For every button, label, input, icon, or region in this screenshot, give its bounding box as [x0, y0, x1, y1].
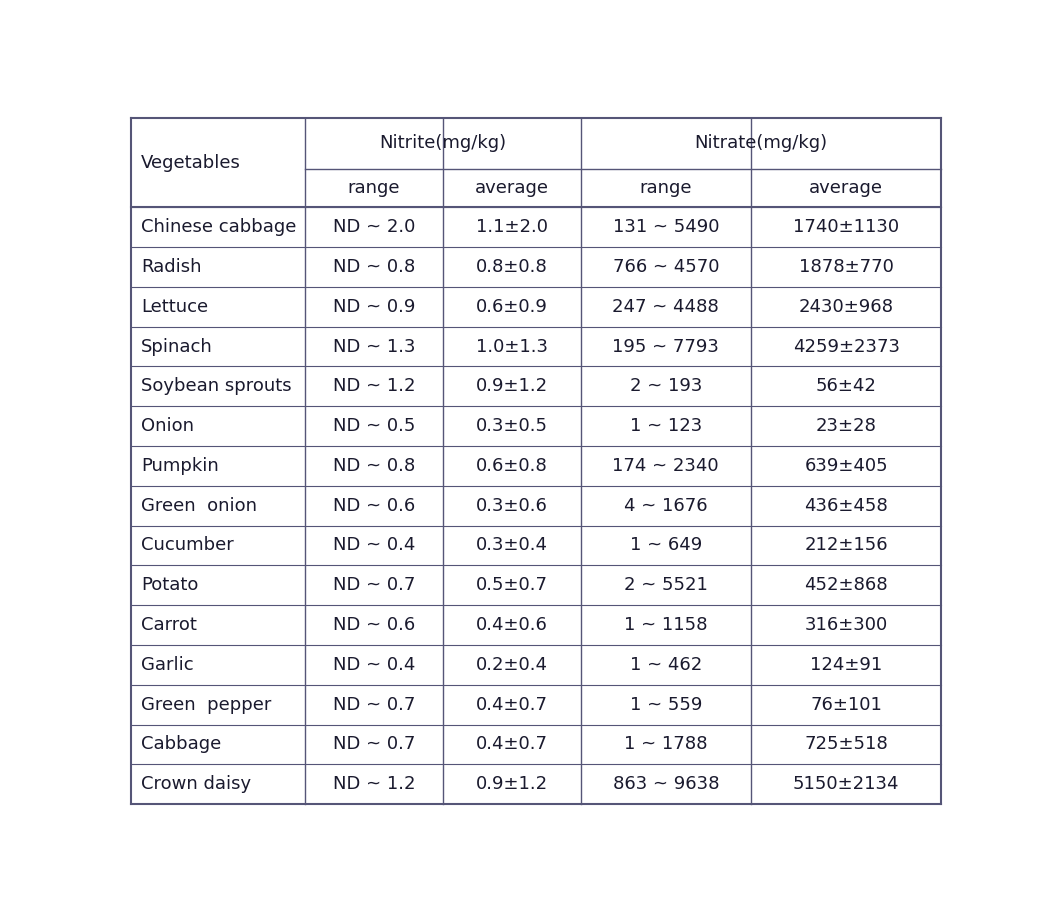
Text: Potato: Potato: [141, 576, 199, 594]
Text: 1.1±2.0: 1.1±2.0: [476, 218, 548, 236]
Text: 436±458: 436±458: [804, 497, 888, 515]
Text: Lettuce: Lettuce: [141, 298, 208, 316]
Text: ND ~ 0.8: ND ~ 0.8: [333, 258, 415, 276]
Text: 0.6±0.8: 0.6±0.8: [476, 456, 548, 475]
Text: 56±42: 56±42: [816, 377, 877, 395]
Text: ND ~ 2.0: ND ~ 2.0: [333, 218, 415, 236]
Text: 452±868: 452±868: [804, 576, 888, 594]
Text: 1 ~ 123: 1 ~ 123: [630, 417, 702, 436]
Text: range: range: [347, 179, 401, 197]
Text: Green  onion: Green onion: [141, 497, 257, 515]
Text: 316±300: 316±300: [804, 616, 888, 634]
Text: 124±91: 124±91: [810, 656, 882, 674]
Text: Pumpkin: Pumpkin: [141, 456, 219, 475]
Text: 2 ~ 193: 2 ~ 193: [630, 377, 702, 395]
Text: ND ~ 0.4: ND ~ 0.4: [333, 537, 415, 554]
Text: ND ~ 1.2: ND ~ 1.2: [333, 377, 415, 395]
Text: ND ~ 0.5: ND ~ 0.5: [333, 417, 415, 436]
Text: 0.8±0.8: 0.8±0.8: [476, 258, 548, 276]
Text: Onion: Onion: [141, 417, 195, 436]
Text: Cabbage: Cabbage: [141, 736, 222, 753]
Text: 195 ~ 7793: 195 ~ 7793: [612, 338, 720, 355]
Text: Vegetables: Vegetables: [141, 153, 242, 172]
Text: 0.3±0.4: 0.3±0.4: [476, 537, 548, 554]
Text: 2 ~ 5521: 2 ~ 5521: [623, 576, 708, 594]
Text: Soybean sprouts: Soybean sprouts: [141, 377, 292, 395]
Text: Crown daisy: Crown daisy: [141, 775, 251, 793]
Text: 0.6±0.9: 0.6±0.9: [476, 298, 548, 316]
Text: 2430±968: 2430±968: [799, 298, 893, 316]
Text: Spinach: Spinach: [141, 338, 213, 355]
Text: 4 ~ 1676: 4 ~ 1676: [624, 497, 707, 515]
Text: ND ~ 0.7: ND ~ 0.7: [333, 696, 415, 714]
Text: Nitrate(mg/kg): Nitrate(mg/kg): [695, 134, 827, 152]
Text: 131 ~ 5490: 131 ~ 5490: [613, 218, 719, 236]
Text: 639±405: 639±405: [804, 456, 888, 475]
Text: 766 ~ 4570: 766 ~ 4570: [613, 258, 719, 276]
Text: ND ~ 1.3: ND ~ 1.3: [333, 338, 415, 355]
Text: 863 ~ 9638: 863 ~ 9638: [613, 775, 719, 793]
Text: 0.9±1.2: 0.9±1.2: [476, 775, 548, 793]
Text: ND ~ 0.6: ND ~ 0.6: [333, 497, 415, 515]
Text: ND ~ 0.7: ND ~ 0.7: [333, 736, 415, 753]
Text: 1878±770: 1878±770: [799, 258, 893, 276]
Text: Radish: Radish: [141, 258, 202, 276]
Text: 1 ~ 559: 1 ~ 559: [630, 696, 702, 714]
Text: Nitrite(mg/kg): Nitrite(mg/kg): [380, 134, 506, 152]
Text: 76±101: 76±101: [811, 696, 882, 714]
Text: 1 ~ 649: 1 ~ 649: [630, 537, 702, 554]
Text: 0.2±0.4: 0.2±0.4: [476, 656, 548, 674]
Text: 0.3±0.6: 0.3±0.6: [476, 497, 548, 515]
Text: 0.4±0.7: 0.4±0.7: [476, 696, 548, 714]
Text: ND ~ 1.2: ND ~ 1.2: [333, 775, 415, 793]
Text: 725±518: 725±518: [804, 736, 888, 753]
Text: 212±156: 212±156: [804, 537, 888, 554]
Text: 0.4±0.7: 0.4±0.7: [476, 736, 548, 753]
Text: 247 ~ 4488: 247 ~ 4488: [612, 298, 720, 316]
Text: Chinese cabbage: Chinese cabbage: [141, 218, 297, 236]
Text: 1740±1130: 1740±1130: [793, 218, 900, 236]
Text: average: average: [810, 179, 883, 197]
Text: 1.0±1.3: 1.0±1.3: [476, 338, 548, 355]
Text: 0.9±1.2: 0.9±1.2: [476, 377, 548, 395]
Text: 4259±2373: 4259±2373: [793, 338, 900, 355]
Text: ND ~ 0.9: ND ~ 0.9: [333, 298, 415, 316]
Text: 174 ~ 2340: 174 ~ 2340: [613, 456, 719, 475]
Text: ND ~ 0.8: ND ~ 0.8: [333, 456, 415, 475]
Text: 1 ~ 1158: 1 ~ 1158: [624, 616, 707, 634]
Text: range: range: [639, 179, 692, 197]
Text: Cucumber: Cucumber: [141, 537, 234, 554]
Text: Green  pepper: Green pepper: [141, 696, 272, 714]
Text: 5150±2134: 5150±2134: [793, 775, 900, 793]
Text: ND ~ 0.6: ND ~ 0.6: [333, 616, 415, 634]
Text: average: average: [475, 179, 549, 197]
Text: 23±28: 23±28: [816, 417, 877, 436]
Text: Garlic: Garlic: [141, 656, 194, 674]
Text: 0.4±0.6: 0.4±0.6: [476, 616, 548, 634]
Text: Carrot: Carrot: [141, 616, 197, 634]
Text: 1 ~ 1788: 1 ~ 1788: [624, 736, 707, 753]
Text: ND ~ 0.4: ND ~ 0.4: [333, 656, 415, 674]
Text: 0.3±0.5: 0.3±0.5: [476, 417, 548, 436]
Text: ND ~ 0.7: ND ~ 0.7: [333, 576, 415, 594]
Text: 1 ~ 462: 1 ~ 462: [630, 656, 702, 674]
Text: 0.5±0.7: 0.5±0.7: [476, 576, 548, 594]
